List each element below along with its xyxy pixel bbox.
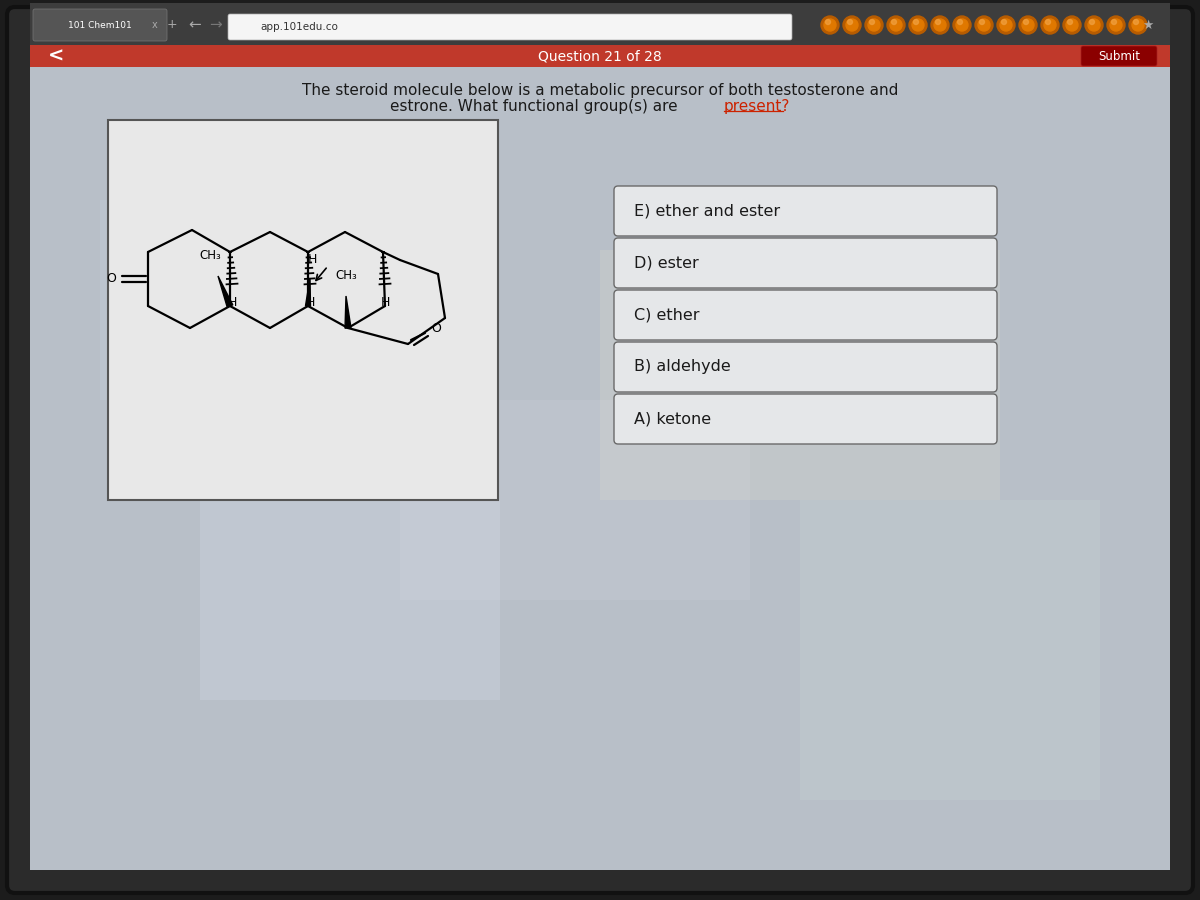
Text: CH₃: CH₃ <box>335 269 356 282</box>
Circle shape <box>890 19 902 31</box>
Bar <box>400 400 750 600</box>
Circle shape <box>1044 19 1056 31</box>
Circle shape <box>1002 20 1007 24</box>
FancyBboxPatch shape <box>614 186 997 236</box>
Circle shape <box>1110 19 1122 31</box>
Circle shape <box>1132 19 1144 31</box>
Text: 101 Chem101: 101 Chem101 <box>68 21 132 30</box>
Circle shape <box>1042 16 1060 34</box>
Bar <box>800 500 1100 800</box>
Circle shape <box>887 16 905 34</box>
Circle shape <box>892 20 896 24</box>
Circle shape <box>912 19 924 31</box>
Text: H: H <box>307 253 317 266</box>
Circle shape <box>1066 19 1078 31</box>
FancyBboxPatch shape <box>1081 46 1157 66</box>
FancyBboxPatch shape <box>614 342 997 392</box>
Circle shape <box>913 20 918 24</box>
Circle shape <box>978 19 990 31</box>
Circle shape <box>842 16 862 34</box>
Circle shape <box>1134 20 1139 24</box>
Text: C) ether: C) ether <box>634 308 700 322</box>
Text: O: O <box>106 273 116 285</box>
Circle shape <box>1063 16 1081 34</box>
Text: H: H <box>380 296 390 309</box>
Bar <box>100 200 350 400</box>
Circle shape <box>979 20 984 24</box>
Circle shape <box>847 20 852 24</box>
Text: H: H <box>227 296 236 309</box>
Text: CH₃: CH₃ <box>199 249 221 262</box>
Circle shape <box>1045 20 1050 24</box>
Circle shape <box>1019 16 1037 34</box>
Bar <box>30 3 1170 45</box>
Circle shape <box>1024 20 1028 24</box>
Circle shape <box>1090 20 1094 24</box>
Text: x: x <box>152 20 158 30</box>
Circle shape <box>1000 19 1012 31</box>
Polygon shape <box>346 296 350 328</box>
Text: ★: ★ <box>1142 19 1153 32</box>
Text: →: → <box>209 17 221 32</box>
Text: D) ester: D) ester <box>634 256 698 271</box>
Circle shape <box>824 19 836 31</box>
Bar <box>30 45 1170 67</box>
Text: A) ketone: A) ketone <box>634 411 712 427</box>
FancyBboxPatch shape <box>228 14 792 40</box>
Text: estrone. What functional group(s) are: estrone. What functional group(s) are <box>390 100 683 114</box>
Circle shape <box>931 16 949 34</box>
Polygon shape <box>218 276 233 307</box>
Text: H: H <box>305 296 314 309</box>
FancyBboxPatch shape <box>614 290 997 340</box>
Text: +: + <box>167 19 178 32</box>
Text: app.101edu.co: app.101edu.co <box>260 22 338 32</box>
Circle shape <box>1088 19 1100 31</box>
FancyBboxPatch shape <box>614 394 997 444</box>
Circle shape <box>1129 16 1147 34</box>
FancyBboxPatch shape <box>614 238 997 288</box>
Circle shape <box>865 16 883 34</box>
Circle shape <box>870 20 875 24</box>
Circle shape <box>868 19 880 31</box>
Circle shape <box>1068 20 1073 24</box>
Circle shape <box>936 20 941 24</box>
Circle shape <box>1111 20 1116 24</box>
Bar <box>200 500 500 700</box>
FancyBboxPatch shape <box>7 7 1193 893</box>
FancyBboxPatch shape <box>34 9 167 41</box>
Text: <: < <box>48 47 65 66</box>
Circle shape <box>846 19 858 31</box>
Text: ←: ← <box>188 17 202 32</box>
Circle shape <box>1022 19 1034 31</box>
Circle shape <box>956 19 968 31</box>
Circle shape <box>958 20 962 24</box>
Circle shape <box>1085 16 1103 34</box>
Text: B) aldehyde: B) aldehyde <box>634 359 731 374</box>
Text: O: O <box>431 321 440 335</box>
Text: The steroid molecule below is a metabolic precursor of both testosterone and: The steroid molecule below is a metaboli… <box>302 83 898 97</box>
Text: Question 21 of 28: Question 21 of 28 <box>538 49 662 63</box>
Circle shape <box>997 16 1015 34</box>
Polygon shape <box>306 278 311 306</box>
Bar <box>600 250 1000 500</box>
Circle shape <box>826 20 830 24</box>
Text: present?: present? <box>724 100 791 114</box>
Circle shape <box>974 16 994 34</box>
Circle shape <box>910 16 928 34</box>
Circle shape <box>953 16 971 34</box>
Bar <box>108 120 498 500</box>
Text: Submit: Submit <box>1098 50 1140 62</box>
Circle shape <box>934 19 946 31</box>
Text: E) ether and ester: E) ether and ester <box>634 203 780 219</box>
Circle shape <box>821 16 839 34</box>
Circle shape <box>1108 16 1126 34</box>
